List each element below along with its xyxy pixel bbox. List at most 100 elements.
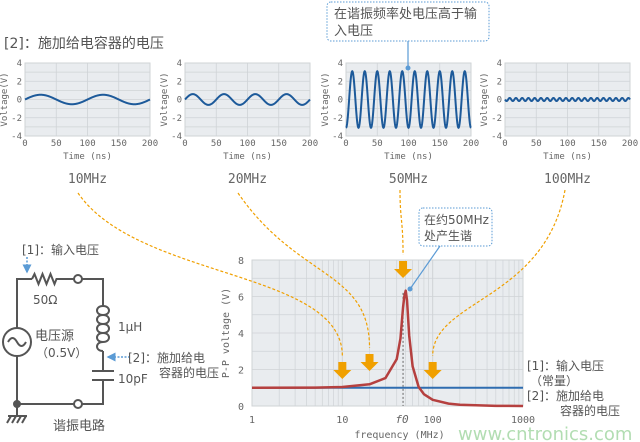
frequency-connectors	[77, 189, 566, 379]
x-axis-label: Time (ns)	[543, 152, 592, 162]
y-tick-label: 0	[497, 96, 502, 106]
callout-peak-line1: 在约50MHz	[424, 212, 489, 227]
x-tick-label: 200	[142, 139, 158, 149]
waveform-100MHz	[504, 96, 631, 103]
legend-item2-line2: 容器的电压	[560, 403, 620, 418]
y-tick-label: 4	[17, 59, 22, 69]
frequency-label: 50MHz	[389, 172, 428, 187]
frequency-response-chart: 0 2 4 6 8 1 10 100 1000 f0 P-P voltage (V) frequenc…	[221, 256, 535, 441]
waveform-50MHz	[345, 69, 472, 130]
x-tick-label: 0	[182, 139, 187, 149]
y-tick-label: 0	[17, 96, 22, 106]
circuit-title: 谐振电路	[53, 418, 105, 434]
y-tick-label: -2	[332, 114, 343, 124]
y-axis-label: Voltage(V)	[321, 72, 331, 126]
resistor	[31, 271, 74, 287]
resonant-circuit	[2, 271, 114, 424]
series-line-2	[251, 289, 524, 408]
y-tick-label: 4	[177, 59, 182, 69]
waveform-20MHz	[184, 93, 311, 106]
y-tick-label: 4	[238, 329, 244, 340]
y-tick-label: 4	[338, 59, 343, 69]
y-tick-label: 2	[338, 77, 343, 87]
x-tick-label: 0	[343, 139, 348, 149]
callout-dot	[405, 65, 411, 71]
legend-item1-line2: （常量）	[530, 374, 578, 388]
x-tick-label: 200	[622, 139, 638, 149]
down-arrow-icon	[360, 354, 379, 371]
x-tick-label: 0	[22, 139, 27, 149]
x-tick-label: 100	[239, 139, 255, 149]
terminal-bottom	[73, 399, 83, 409]
cap-voltage-label-1: [2]：施加给电	[128, 351, 205, 365]
frequency-label: 100MHz	[544, 172, 591, 187]
f0-label: f0	[395, 413, 409, 426]
capacitor-label: 10pF	[118, 372, 148, 386]
connector-line	[237, 192, 371, 349]
y-tick-label: 2	[177, 77, 182, 87]
callout-top-line1: 在谐振频率处电压高于输	[334, 6, 477, 22]
x-tick-label: 50	[531, 139, 542, 149]
x-tick-label: 150	[271, 139, 287, 149]
top-title: [2]：施加给电容器的电压	[4, 35, 164, 52]
down-arrow-icon	[423, 362, 442, 379]
x-tick-label: 1	[249, 415, 255, 426]
watermark: www.cntronics.com	[458, 424, 632, 442]
x-axis-label: Time (ns)	[384, 152, 433, 162]
y-tick-label: -4	[11, 132, 22, 142]
callout-peak-line2: 处产生谐	[424, 229, 472, 243]
x-tick-label: 0	[502, 139, 507, 149]
frequency-label: 10MHz	[68, 172, 107, 187]
inductor-label: 1μH	[118, 320, 142, 334]
x-tick-label: 100	[559, 139, 575, 149]
y-axis-label: P-P voltage (V)	[221, 288, 232, 378]
x-axis-label: Time (ns)	[63, 152, 112, 162]
legend: [1]：输入电压 （常量） [2]：施加给电 容器的电压	[527, 358, 620, 418]
source-label: 电压源	[35, 329, 74, 344]
x-tick-label: 100	[424, 415, 442, 426]
wire-right-top	[82, 278, 104, 306]
y-tick-label: 0	[338, 96, 343, 106]
y-tick-label: 0	[238, 402, 244, 413]
x-tick-label: 150	[432, 139, 448, 149]
y-axis-label: Voltage(V)	[0, 72, 10, 126]
connector-line	[399, 189, 404, 256]
frequency-label: 20MHz	[228, 172, 267, 187]
x-tick-label: 50	[372, 139, 383, 149]
callout-peak-dot	[407, 286, 413, 292]
x-tick-label: 150	[111, 139, 127, 149]
y-tick-label: 2	[238, 366, 244, 377]
y-tick-label: -2	[491, 114, 502, 124]
down-arrow-icon	[394, 261, 413, 278]
y-tick-label: -4	[171, 132, 182, 142]
x-tick-label: 200	[302, 139, 318, 149]
x-tick-label: 150	[591, 139, 607, 149]
x-axis-label: Time (ns)	[223, 152, 272, 162]
y-tick-label: 6	[238, 293, 244, 304]
legend-item2-line1: [2]：施加给电	[527, 389, 604, 403]
inductor	[96, 305, 110, 352]
x-tick-label: 100	[79, 139, 95, 149]
y-tick-label: -2	[171, 114, 182, 124]
y-tick-label: -4	[332, 132, 343, 142]
y-axis-label: Voltage(V)	[480, 72, 490, 126]
x-tick-label: 100	[400, 139, 416, 149]
y-tick-label: -4	[491, 132, 502, 142]
circuit-input-label: [1]：输入电压	[22, 242, 99, 257]
x-tick-label: 1000	[511, 415, 535, 426]
connector-line	[77, 192, 343, 357]
cap-voltage-label-2: 容器的电压	[159, 365, 219, 380]
ground-icon	[6, 404, 27, 424]
waveform-10MHz	[24, 93, 151, 106]
capacitor	[82, 351, 114, 405]
wire-bottom	[16, 356, 74, 405]
x-tick-label: 200	[463, 139, 479, 149]
wire-left-top	[16, 278, 32, 328]
terminal-top	[73, 274, 83, 284]
y-tick-label: 2	[17, 77, 22, 87]
